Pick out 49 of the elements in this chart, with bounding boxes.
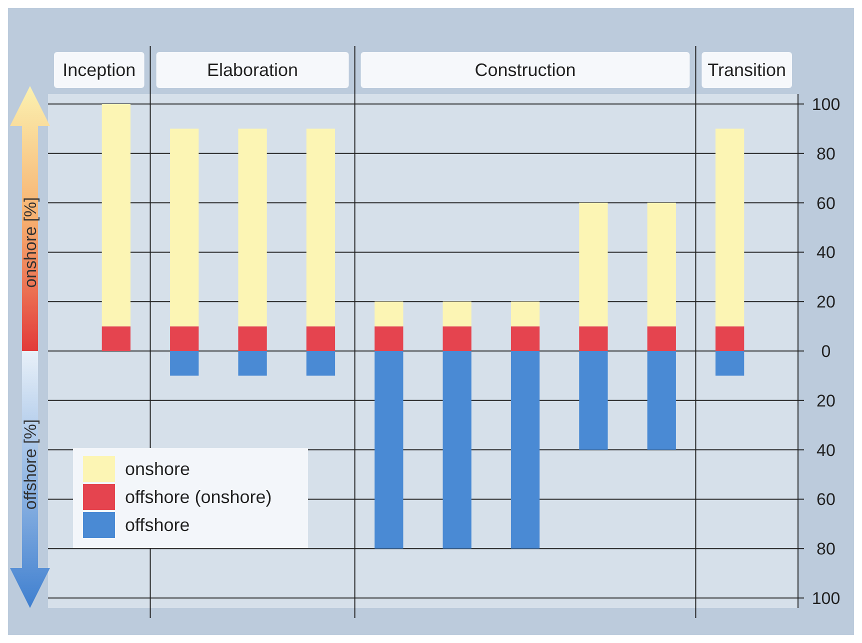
bar (374, 302, 404, 326)
bar (579, 326, 608, 351)
y-tick-label: 0 (821, 342, 831, 361)
bar (306, 351, 336, 376)
bar (442, 326, 472, 351)
text: offshore [%] (21, 419, 40, 510)
text: Elaboration (207, 60, 298, 80)
y-tick-label: 80 (816, 144, 836, 164)
bar (170, 326, 199, 351)
legend-label: offshore (onshore) (125, 487, 272, 507)
y-tick-label: 60 (816, 194, 836, 213)
y-axis-title: onshore [%] (21, 197, 40, 288)
bar (102, 326, 130, 351)
bar (716, 326, 744, 351)
bar (374, 351, 404, 549)
bar (647, 326, 676, 351)
bar (306, 128, 336, 326)
bar (374, 326, 404, 351)
text: Transition (708, 60, 786, 80)
y-tick-label: 40 (816, 243, 836, 262)
y-tick-label: 20 (816, 391, 836, 410)
bar (510, 302, 540, 326)
y-tick-label: 40 (816, 440, 836, 460)
bar (647, 202, 676, 326)
bar (579, 351, 608, 450)
bar (647, 351, 676, 450)
bar (442, 302, 472, 326)
text: Construction (474, 60, 576, 80)
bar (170, 351, 199, 376)
legend-label: onshore (125, 459, 190, 479)
y-tick-label: 100 (812, 95, 840, 114)
y-tick-label: 100 (812, 589, 840, 608)
bar (579, 202, 608, 326)
text: Inception (62, 60, 136, 80)
bar (238, 326, 267, 351)
bar (238, 128, 267, 326)
bar (716, 128, 744, 326)
bar (442, 351, 472, 549)
bar (306, 326, 336, 351)
bar (510, 351, 540, 549)
bar (102, 104, 130, 326)
bar (238, 351, 267, 376)
bar (510, 326, 540, 351)
bar (716, 351, 744, 376)
legend-label: offshore (125, 515, 190, 535)
bar (170, 128, 199, 326)
y-tick-label: 60 (816, 490, 836, 510)
y-tick-label: 80 (816, 540, 836, 559)
y-tick-label: 20 (816, 292, 836, 312)
